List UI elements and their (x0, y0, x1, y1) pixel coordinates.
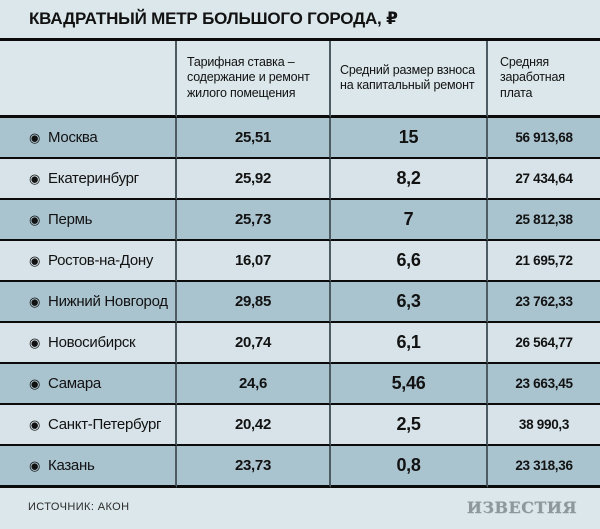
tariff-value: 25,51 (177, 118, 331, 159)
tariff-value: 20,42 (177, 405, 331, 446)
source-label: ИСТОЧНИК: АКОН (28, 501, 130, 513)
contribution-value: 2,5 (331, 405, 488, 446)
salary-value: 38 990,3 (488, 405, 600, 446)
contribution-value: 7 (331, 200, 488, 241)
city-label: Нижний Новгород (48, 293, 168, 310)
city-cell: ◉ Нижний Новгород (0, 282, 177, 323)
city-cell: ◉ Пермь (0, 200, 177, 241)
city-bullet-icon: ◉ (29, 171, 41, 186)
city-bullet-icon: ◉ (29, 458, 41, 473)
city-label: Ростов-на-Дону (48, 252, 154, 269)
city-bullet-icon: ◉ (29, 294, 41, 309)
izvestia-logo: ИЗВЕСТИЯ (466, 497, 577, 517)
city-bullet-icon: ◉ (29, 212, 41, 227)
salary-value: 25 812,38 (488, 200, 600, 241)
salary-value: 23 318,36 (488, 446, 600, 488)
data-table: Тарифная ставка – содержание и ремонт жи… (0, 41, 600, 488)
city-label: Екатеринбург (48, 170, 139, 187)
header-tariff: Тарифная ставка – содержание и ремонт жи… (177, 41, 331, 118)
contribution-value: 6,3 (331, 282, 488, 323)
salary-value: 27 434,64 (488, 159, 600, 200)
city-label: Пермь (48, 211, 93, 228)
tariff-value: 16,07 (177, 241, 331, 282)
tariff-value: 23,73 (177, 446, 331, 488)
city-bullet-icon: ◉ (29, 335, 41, 350)
city-label: Санкт-Петербург (48, 416, 162, 433)
tariff-value: 25,73 (177, 200, 331, 241)
salary-value: 23 663,45 (488, 364, 600, 405)
city-cell: ◉ Екатеринбург (0, 159, 177, 200)
tariff-value: 29,85 (177, 282, 331, 323)
contribution-value: 8,2 (331, 159, 488, 200)
city-cell: ◉ Ростов-на-Дону (0, 241, 177, 282)
footer: ИСТОЧНИК: АКОН ИЗВЕСТИЯ (0, 488, 600, 526)
city-bullet-icon: ◉ (29, 417, 41, 432)
tariff-value: 24,6 (177, 364, 331, 405)
page-title: КВАДРАТНЫЙ МЕТР БОЛЬШОГО ГОРОДА, ₽ (0, 0, 600, 41)
contribution-value: 5,46 (331, 364, 488, 405)
salary-value: 21 695,72 (488, 241, 600, 282)
city-label: Новосибирск (48, 334, 136, 351)
header-city-cell (0, 41, 177, 118)
tariff-value: 25,92 (177, 159, 331, 200)
city-cell: ◉ Санкт-Петербург (0, 405, 177, 446)
contribution-value: 6,6 (331, 241, 488, 282)
city-label: Казань (48, 457, 95, 474)
city-label: Самара (48, 375, 101, 392)
city-bullet-icon: ◉ (29, 253, 41, 268)
header-contribution: Средний размер взноса на капитальный рем… (331, 41, 488, 118)
salary-value: 26 564,77 (488, 323, 600, 364)
contribution-value: 15 (331, 118, 488, 159)
city-label: Москва (48, 129, 98, 146)
city-cell: ◉ Казань (0, 446, 177, 488)
salary-value: 23 762,33 (488, 282, 600, 323)
tariff-value: 20,74 (177, 323, 331, 364)
city-cell: ◉ Самара (0, 364, 177, 405)
contribution-value: 6,1 (331, 323, 488, 364)
city-cell: ◉ Новосибирск (0, 323, 177, 364)
city-bullet-icon: ◉ (29, 376, 41, 391)
contribution-value: 0,8 (331, 446, 488, 488)
city-cell: ◉ Москва (0, 118, 177, 159)
salary-value: 56 913,68 (488, 118, 600, 159)
header-salary: Средняя заработная плата (488, 41, 600, 118)
city-bullet-icon: ◉ (29, 130, 41, 145)
